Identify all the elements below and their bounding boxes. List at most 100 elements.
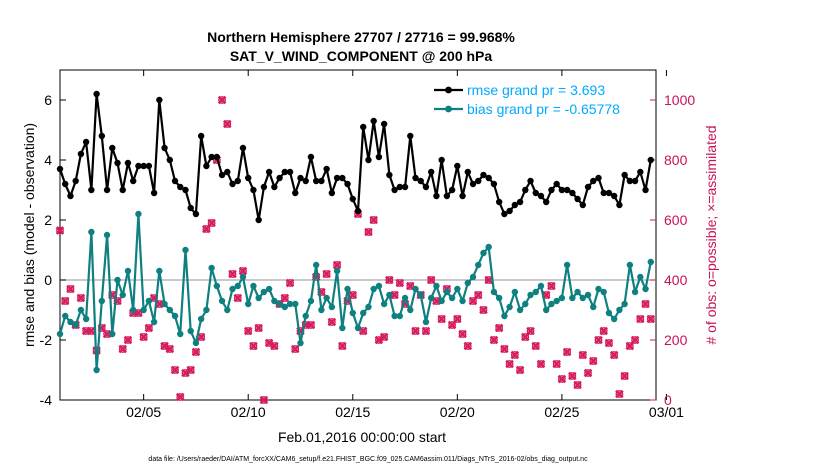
obs-assimilated-marker [406,282,415,290]
bias-point [213,282,221,290]
obs-possible-marker [630,335,640,345]
rmse-point [307,153,315,161]
bias-point [286,300,294,308]
rmse-point [396,183,404,191]
rmse-point [224,168,231,176]
chart-subtitle: SAT_V_WIND_COMPONENT @ 200 hPa [230,48,493,64]
obs-assimilated-marker [531,342,540,350]
obs-possible-marker [217,95,227,105]
obs-assimilated-marker [437,315,446,323]
y2-tick-label: 800 [664,152,688,168]
rmse-point [391,186,398,194]
rmse-point [349,195,356,203]
obs-possible-marker [426,275,436,285]
bias-point [396,312,404,320]
obs-possible-marker [385,275,394,285]
rmse-point [490,180,498,188]
bias-point [224,306,231,314]
rmse-point [595,174,602,182]
obs-assimilated-marker [526,327,535,335]
rmse-point [239,144,247,152]
obs-possible-marker [578,350,588,360]
obs-assimilated-marker [500,345,509,353]
obs-possible-marker [557,374,567,384]
obs-possible-marker [531,341,541,351]
rmse-point [459,192,466,200]
obs-possible-marker [55,226,65,235]
rmse-point [469,180,477,188]
obs-possible-marker [594,335,603,345]
y-axis-label: rmse and bias (model - observation) [21,123,37,347]
bias-point [297,339,304,347]
rmse-point [412,174,419,182]
rmse-point [208,153,215,161]
bias-point [239,273,247,281]
obs-assimilated-marker [171,366,179,374]
data-file-footnote: data file: /Users/raeder/DAI/ATM_forcXX/… [148,456,588,463]
bias-point [271,297,278,305]
bias-point [88,228,95,236]
obs-possible-marker [500,344,509,354]
rmse-point [360,123,367,131]
obs-assimilated-marker [338,342,347,350]
rmse-point [569,189,576,197]
obs-assimilated-marker [385,276,394,284]
bias-point [250,282,257,290]
rmse-point [563,186,571,194]
obs-possible-marker [160,341,169,351]
rmse-point [192,210,200,218]
rmse-point [297,174,304,182]
bias-point [391,312,398,320]
obs-possible-marker [547,281,556,291]
x-tick-label: 02/05 [126,404,161,420]
obs-possible-marker [207,218,216,228]
obs-assimilated-marker [82,327,91,335]
rmse-point [218,171,226,179]
bias-point [532,288,539,296]
obs-assimilated-marker [113,297,122,305]
rmse-point [506,207,513,215]
obs-possible-marker [186,365,195,375]
obs-assimilated-marker [557,375,566,383]
obs-assimilated-marker [301,321,310,329]
bias-point [417,291,424,299]
rmse-point [626,177,634,185]
bias-point [600,288,607,296]
obs-assimilated-marker [547,282,556,290]
bias-point [495,294,503,302]
bias-point [490,288,498,296]
bias-point [208,264,215,272]
bias-point [548,300,555,308]
legend-label: bias grand pr = -0.65778 [467,101,620,117]
rmse-point [255,216,262,224]
bias-point [229,285,236,293]
rmse-point [203,162,210,170]
bias-point [365,303,372,311]
obs-possible-marker [458,329,467,339]
obs-assimilated-marker [327,318,336,326]
bias-point [129,306,137,314]
obs-assimilated-marker [369,216,378,224]
bias-point [281,303,289,311]
obs-assimilated-marker [61,297,70,305]
bias-point [443,288,451,296]
rmse-point [553,180,560,188]
plot-area: 02/05 02/10 02/15 02/20 02/25 03/01 -4 -2 0 2 4 6 0 2… [40,69,695,420]
obs-assimilated-marker [568,372,577,380]
y-tick-label: 6 [44,92,52,108]
obs-possible-marker [233,293,243,303]
rmse-point [171,177,179,185]
rmse-point [323,165,330,173]
rmse-point [93,90,100,98]
x-tick-label: 02/10 [231,404,266,420]
obs-possible-marker [181,368,190,378]
bias-point [318,306,325,314]
x-tick-label: 02/25 [544,404,579,420]
obs-possible-marker [562,347,572,357]
obs-possible-marker [196,332,206,342]
obs-possible-marker [338,341,347,351]
rmse-point [140,162,147,170]
y2-tick-label: 1000 [664,92,695,108]
obs-possible-marker [510,350,520,360]
rmse-point [647,156,654,164]
